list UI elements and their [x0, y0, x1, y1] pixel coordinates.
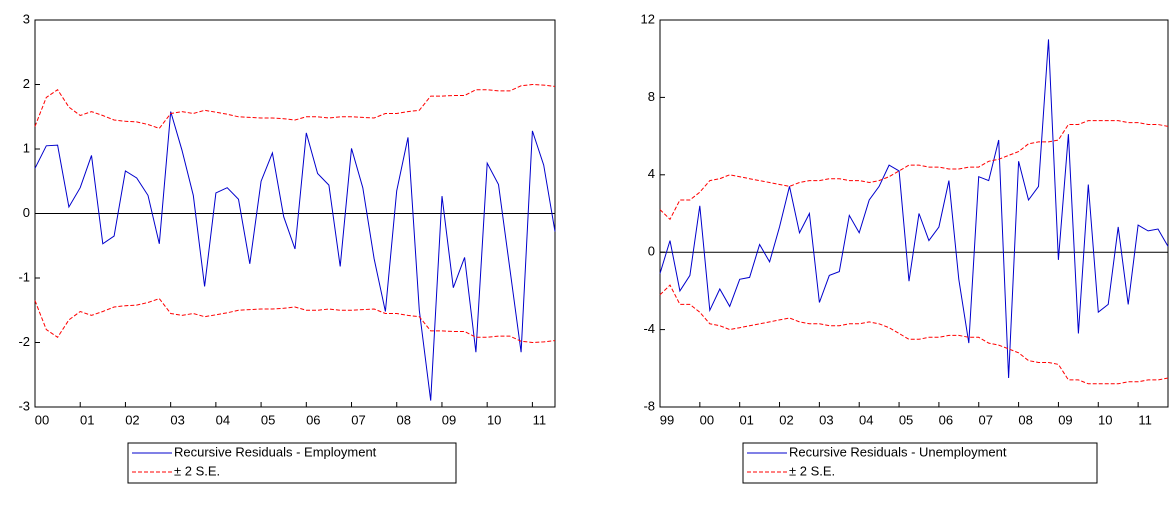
- series-line: [34, 298, 556, 344]
- x-tick-label: 08: [397, 412, 411, 427]
- x-tick-label: 05: [899, 412, 913, 427]
- x-tick-label: 02: [125, 412, 139, 427]
- y-tick-label: -3: [18, 398, 30, 413]
- x-tick-label: 07: [351, 412, 365, 427]
- x-tick-label: 01: [739, 412, 753, 427]
- y-tick-label: 2: [23, 76, 30, 91]
- plot-frame: [659, 19, 1169, 408]
- x-tick-label: 08: [1018, 412, 1032, 427]
- y-tick-label: -2: [18, 334, 30, 349]
- y-tick-label: -1: [18, 269, 30, 284]
- series-line: [659, 120, 1169, 221]
- series-line: [659, 284, 1169, 385]
- x-tick-label: 06: [939, 412, 953, 427]
- y-tick-label: 1: [23, 140, 30, 155]
- x-tick-label: 10: [487, 412, 501, 427]
- legend-label: Recursive Residuals - Unemployment: [789, 444, 1007, 459]
- x-tick-label: 00: [35, 412, 49, 427]
- x-tick-label: 00: [700, 412, 714, 427]
- x-tick-label: 01: [80, 412, 94, 427]
- y-tick-label: 8: [648, 89, 655, 104]
- x-tick-label: 09: [1058, 412, 1072, 427]
- legend-box: [127, 442, 457, 484]
- legend-label: ± 2 S.E.: [174, 463, 220, 478]
- series-line: [34, 83, 556, 129]
- y-tick-label: 3: [23, 11, 30, 26]
- x-tick-label: 03: [170, 412, 184, 427]
- x-tick-label: 99: [660, 412, 674, 427]
- x-tick-label: 04: [859, 412, 873, 427]
- y-tick-label: 4: [648, 166, 655, 181]
- x-tick-label: 07: [979, 412, 993, 427]
- x-tick-label: 02: [779, 412, 793, 427]
- legend-label: Recursive Residuals - Employment: [174, 444, 377, 459]
- x-tick-label: 11: [533, 412, 547, 427]
- series-line: [34, 111, 556, 401]
- y-tick-label: -8: [643, 398, 655, 413]
- x-tick-label: 11: [1138, 412, 1152, 427]
- y-tick-label: 12: [641, 11, 655, 26]
- y-tick-label: -4: [643, 321, 655, 336]
- x-tick-label: 06: [306, 412, 320, 427]
- x-tick-label: 10: [1098, 412, 1112, 427]
- x-tick-label: 05: [261, 412, 275, 427]
- legend-label: ± 2 S.E.: [789, 463, 835, 478]
- x-tick-label: 04: [216, 412, 230, 427]
- legend-box: [742, 442, 1098, 484]
- x-tick-label: 09: [442, 412, 456, 427]
- series-line: [659, 39, 1169, 379]
- x-tick-label: 03: [819, 412, 833, 427]
- y-tick-label: 0: [23, 205, 30, 220]
- y-tick-label: 0: [648, 244, 655, 259]
